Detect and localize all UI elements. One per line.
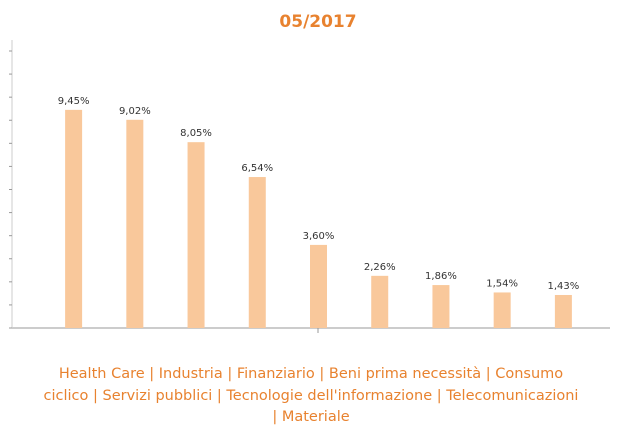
value-label: 2,26%: [364, 262, 396, 273]
value-label: 1,43%: [547, 281, 579, 292]
value-label: 1,86%: [425, 271, 457, 282]
value-label: 1,54%: [486, 278, 518, 289]
bar: [65, 109, 83, 328]
bar: [554, 294, 572, 328]
value-label: 9,02%: [119, 106, 151, 117]
bar: [248, 177, 266, 328]
value-label: 8,05%: [180, 128, 212, 139]
bar: [187, 142, 205, 328]
value-label: 9,45%: [58, 96, 90, 107]
value-label: 3,60%: [303, 231, 335, 242]
bar: [371, 275, 389, 328]
value-label: 6,54%: [241, 163, 273, 174]
bar: [126, 119, 144, 328]
category-caption: Health Care | Industria | Finanziario | …: [43, 366, 579, 425]
bar: [310, 244, 327, 328]
bar: [432, 285, 450, 328]
chart-title: 05/2017: [279, 12, 356, 32]
chart: 05/2017 9,45% 9,02% 8,05% 6,54% 3,60% 2,26% 1,…: [9, 12, 610, 333]
bar: [493, 292, 511, 328]
